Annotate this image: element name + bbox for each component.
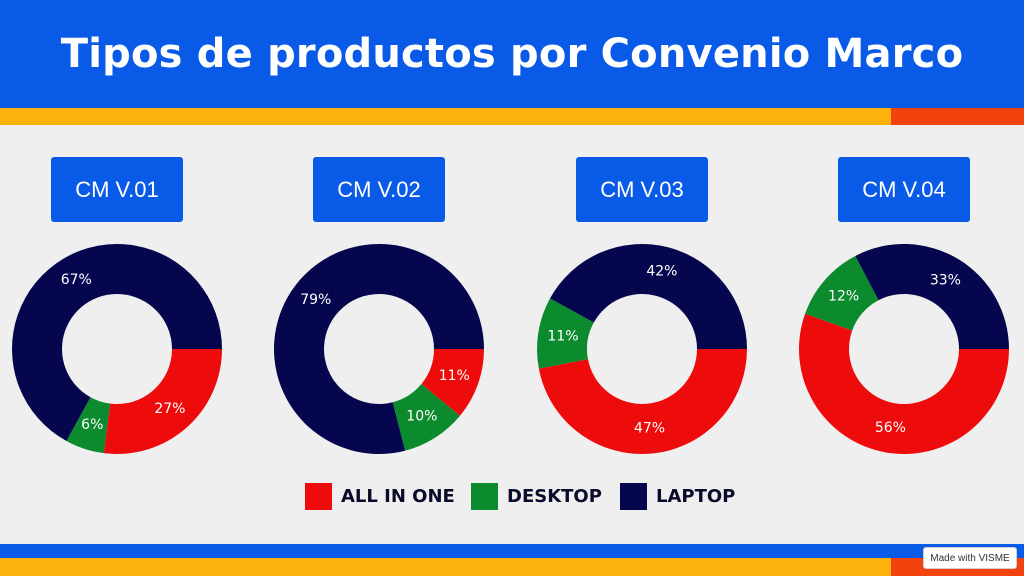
legend-item-all-in-one: ALL IN ONE — [305, 483, 455, 510]
slice-label-cm2-laptop: 79% — [300, 292, 331, 308]
legend-label-all-in-one: ALL IN ONE — [341, 486, 455, 507]
page-title: Tipos de productos por Convenio Marco — [60, 31, 964, 77]
slice-cm3-desktop — [537, 298, 594, 369]
legend: ALL IN ONE DESKTOP LAPTOP — [0, 483, 1024, 511]
slice-label-cm1-desktop: 6% — [81, 417, 103, 433]
slice-label-cm1-laptop: 67% — [61, 272, 92, 288]
made-with-badge[interactable]: Made with VISME — [923, 547, 1017, 569]
slice-cm1-laptop — [11, 244, 222, 442]
legend-item-laptop: LAPTOP — [620, 483, 735, 510]
slice-cm4-all-in-one — [799, 313, 1009, 455]
slice-cm1-all-in-one — [103, 349, 222, 455]
header-bar: Tipos de productos por Convenio Marco — [0, 0, 1024, 108]
slice-label-cm3-laptop: 42% — [646, 264, 677, 280]
slice-cm2-all-in-one — [421, 349, 484, 416]
slice-label-cm3-desktop: 11% — [547, 328, 578, 344]
slice-cm2-desktop — [392, 384, 460, 451]
legend-label-desktop: DESKTOP — [507, 486, 602, 507]
bottom-stripe-yellow — [0, 558, 891, 576]
slice-label-cm1-all-in-one: 27% — [154, 401, 185, 417]
slice-label-cm2-all-in-one: 11% — [439, 368, 470, 384]
legend-label-laptop: LAPTOP — [656, 486, 736, 507]
slice-label-cm4-all-in-one: 56% — [875, 420, 906, 436]
top-stripe-yellow — [0, 108, 891, 125]
legend-item-desktop: DESKTOP — [471, 483, 602, 510]
legend-swatch-laptop — [620, 483, 647, 510]
top-stripe-orange — [891, 108, 1024, 125]
slice-cm4-laptop — [855, 244, 1009, 349]
slice-label-cm3-all-in-one: 47% — [634, 421, 665, 437]
slice-label-cm4-desktop: 12% — [828, 289, 859, 305]
chart-title-cm-v02: CM V.02 — [313, 157, 445, 222]
legend-swatch-all-in-one — [305, 483, 332, 510]
chart-title-cm-v04: CM V.04 — [838, 157, 970, 222]
slice-cm2-laptop — [274, 244, 484, 454]
slice-cm1-desktop — [66, 397, 111, 454]
chart-title-cm-v01: CM V.01 — [51, 157, 183, 222]
slice-label-cm2-desktop: 10% — [406, 409, 437, 425]
slice-cm4-desktop — [805, 255, 879, 331]
legend-swatch-desktop — [471, 483, 498, 510]
slice-cm3-laptop — [549, 244, 747, 349]
chart-title-cm-v03: CM V.03 — [576, 157, 708, 222]
slice-cm3-all-in-one — [538, 349, 747, 454]
slice-label-cm4-laptop: 33% — [930, 273, 961, 289]
bottom-stripe-blue — [0, 544, 1024, 558]
